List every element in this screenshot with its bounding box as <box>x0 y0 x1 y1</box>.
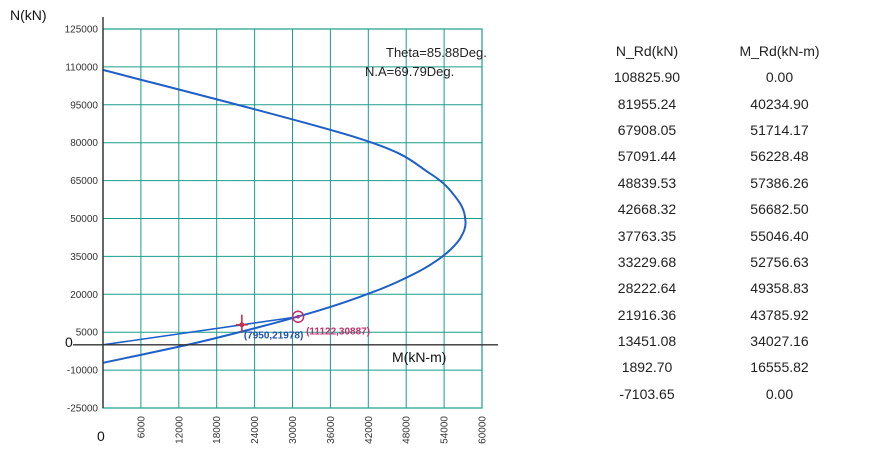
header-n-rd: N_Rd(kN) <box>615 43 679 59</box>
x-tick-label: 54000 <box>440 416 451 444</box>
x-origin-label: 0 <box>97 428 105 444</box>
x-tick-label: 24000 <box>250 416 261 444</box>
table-row: 1892.70 16555.82 <box>582 354 867 380</box>
cell-n-rd: 37763.35 <box>617 227 677 244</box>
x-tick-label: 12000 <box>174 416 185 444</box>
table-row: 37763.35 55046.40 <box>582 222 867 248</box>
x-tick-label: 18000 <box>212 416 223 444</box>
x-tick-label: 42000 <box>364 416 375 444</box>
cell-n-rd: 21916.36 <box>617 306 677 323</box>
cell-m-rd: 51714.17 <box>750 121 809 138</box>
table-row: 13451.08 34027.16 <box>582 328 867 354</box>
cell-m-rd: 57386.26 <box>750 174 809 191</box>
curve-layer <box>102 68 467 364</box>
tick-labels: 1250001100009500080000650005000035000200… <box>65 25 489 444</box>
interaction-diagram: 1250001100009500080000650005000035000200… <box>10 7 498 444</box>
y-tick-label: 65000 <box>70 176 98 187</box>
table-row: 108825.90 0.00 <box>582 64 867 90</box>
y-zero-label: 0 <box>65 334 73 350</box>
cell-n-rd: 57091.44 <box>617 148 677 165</box>
table-body: 108825.90 0.00 81955.24 40234.90 67908.05 517… <box>582 64 867 407</box>
cell-m-rd: 0.00 <box>765 69 794 86</box>
x-tick-label: 6000 <box>136 416 147 439</box>
na-annotation: N.A=69.79Deg. <box>365 64 454 79</box>
x-tick-label: 36000 <box>326 416 337 444</box>
table-row: 57091.44 56228.48 <box>582 143 867 169</box>
cell-m-rd: 56228.48 <box>750 148 809 165</box>
cell-m-rd: 34027.16 <box>750 333 809 350</box>
y-tick-label: -25000 <box>67 404 99 415</box>
table-row: 28222.64 49358.83 <box>582 275 867 301</box>
load-line <box>102 315 299 346</box>
table-row: -7103.65 0.00 <box>582 381 867 407</box>
table-row: 21916.36 43785.92 <box>582 302 867 328</box>
grid <box>102 28 483 409</box>
cell-m-rd: 49358.83 <box>750 280 809 297</box>
interaction-curve <box>102 68 467 364</box>
theta-annotation: Theta=85.88Deg. <box>386 45 487 60</box>
table-row: 48839.53 57386.26 <box>582 170 867 196</box>
cell-m-rd: 43785.92 <box>750 306 809 323</box>
design-point-label: (11122,30887) <box>306 327 370 338</box>
y-tick-label: 5000 <box>76 328 99 339</box>
y-axis-label: N(kN) <box>10 7 47 23</box>
y-tick-label: 95000 <box>70 100 98 111</box>
applied-point-dot <box>239 322 245 328</box>
y-tick-label: 110000 <box>65 62 98 73</box>
cell-m-rd: 55046.40 <box>750 227 809 244</box>
y-tick-label: 80000 <box>70 138 98 149</box>
cell-m-rd: 40234.90 <box>750 95 809 112</box>
points-layer: (11122,30887)(7950,21978) <box>235 310 370 342</box>
y-tick-label: 20000 <box>70 290 98 301</box>
x-tick-label: 30000 <box>288 416 299 444</box>
cell-n-rd: 81955.24 <box>617 95 677 112</box>
cell-n-rd: 48839.53 <box>617 174 677 191</box>
table-row: 33229.68 52756.63 <box>582 249 867 275</box>
cell-n-rd: 42668.32 <box>617 201 677 218</box>
cell-n-rd: -7103.65 <box>619 385 675 402</box>
table-row: 67908.05 51714.17 <box>582 117 867 143</box>
table-header: N_Rd(kN) M_Rd(kN-m) <box>582 38 867 64</box>
cell-n-rd: 1892.70 <box>621 359 673 376</box>
cell-m-rd: 16555.82 <box>750 359 809 376</box>
applied-point-label: (7950,21978) <box>244 331 304 342</box>
cell-n-rd: 33229.68 <box>617 253 677 270</box>
table-row: 81955.24 40234.90 <box>582 90 867 116</box>
cell-n-rd: 28222.64 <box>617 280 677 297</box>
y-tick-label: 35000 <box>70 252 98 263</box>
cell-m-rd: 0.00 <box>765 385 794 402</box>
y-tick-label: 50000 <box>70 214 98 225</box>
axes <box>73 17 498 408</box>
cell-m-rd: 56682.50 <box>750 201 809 218</box>
cell-n-rd: 108825.90 <box>613 69 681 86</box>
x-tick-label: 48000 <box>402 416 413 444</box>
table-row: 42668.32 56682.50 <box>582 196 867 222</box>
cell-n-rd: 67908.05 <box>617 121 677 138</box>
results-table: N_Rd(kN) M_Rd(kN-m) 108825.90 0.00 81955.2… <box>582 38 867 407</box>
header-m-rd: M_Rd(kN-m) <box>739 43 820 59</box>
design-point-marker <box>291 310 305 323</box>
y-tick-label: 125000 <box>65 25 99 36</box>
design-point-dot <box>296 314 300 319</box>
x-axis-label: M(kN-m) <box>392 349 446 365</box>
cell-n-rd: 13451.08 <box>617 333 677 350</box>
x-tick-label: 60000 <box>478 416 489 444</box>
cell-m-rd: 52756.63 <box>750 253 809 270</box>
y-tick-label: -10000 <box>67 366 99 377</box>
